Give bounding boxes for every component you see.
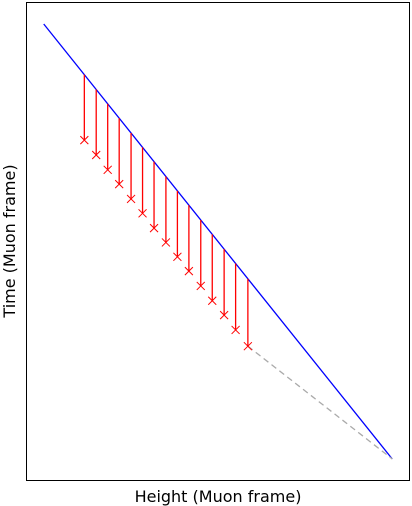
x-marker-stroke: [138, 208, 147, 218]
x-marker-stroke: [91, 150, 101, 160]
plot-frame: [26, 2, 410, 481]
x-marker-3: [103, 165, 113, 175]
dashed-extension-line: [247, 345, 393, 460]
diagonal-line: [43, 23, 393, 460]
x-marker-7: [149, 223, 159, 233]
x-marker-6: [138, 208, 147, 218]
x-marker-stroke: [207, 296, 217, 306]
y-axis-label: Time (Muon frame): [0, 164, 19, 318]
x-marker-stroke: [184, 266, 194, 276]
x-marker-stroke: [196, 281, 206, 291]
x-marker-15: [243, 341, 253, 351]
x-marker-12: [207, 296, 217, 306]
x-marker-stroke: [161, 238, 171, 247]
x-marker-11: [196, 281, 206, 291]
x-marker-2: [91, 150, 101, 160]
x-marker-14: [231, 325, 240, 335]
x-marker-stroke: [103, 165, 113, 175]
x-marker-stroke: [219, 310, 229, 320]
x-marker-10: [184, 266, 194, 276]
x-marker-9: [173, 252, 182, 262]
x-marker-stroke: [231, 325, 240, 335]
x-marker-8: [161, 238, 171, 247]
x-marker-4: [114, 179, 124, 189]
chart-marks: [43, 23, 393, 460]
x-marker-stroke: [114, 179, 124, 189]
x-marker-stroke: [149, 223, 159, 233]
x-marker-stroke: [173, 252, 182, 262]
x-marker-13: [219, 310, 229, 320]
x-marker-5: [126, 194, 136, 204]
x-marker-stroke: [126, 194, 136, 204]
x-marker-stroke: [79, 135, 89, 145]
x-marker-stroke: [243, 341, 253, 351]
x-axis-label: Height (Muon frame): [135, 487, 302, 506]
x-marker-1: [79, 135, 89, 145]
